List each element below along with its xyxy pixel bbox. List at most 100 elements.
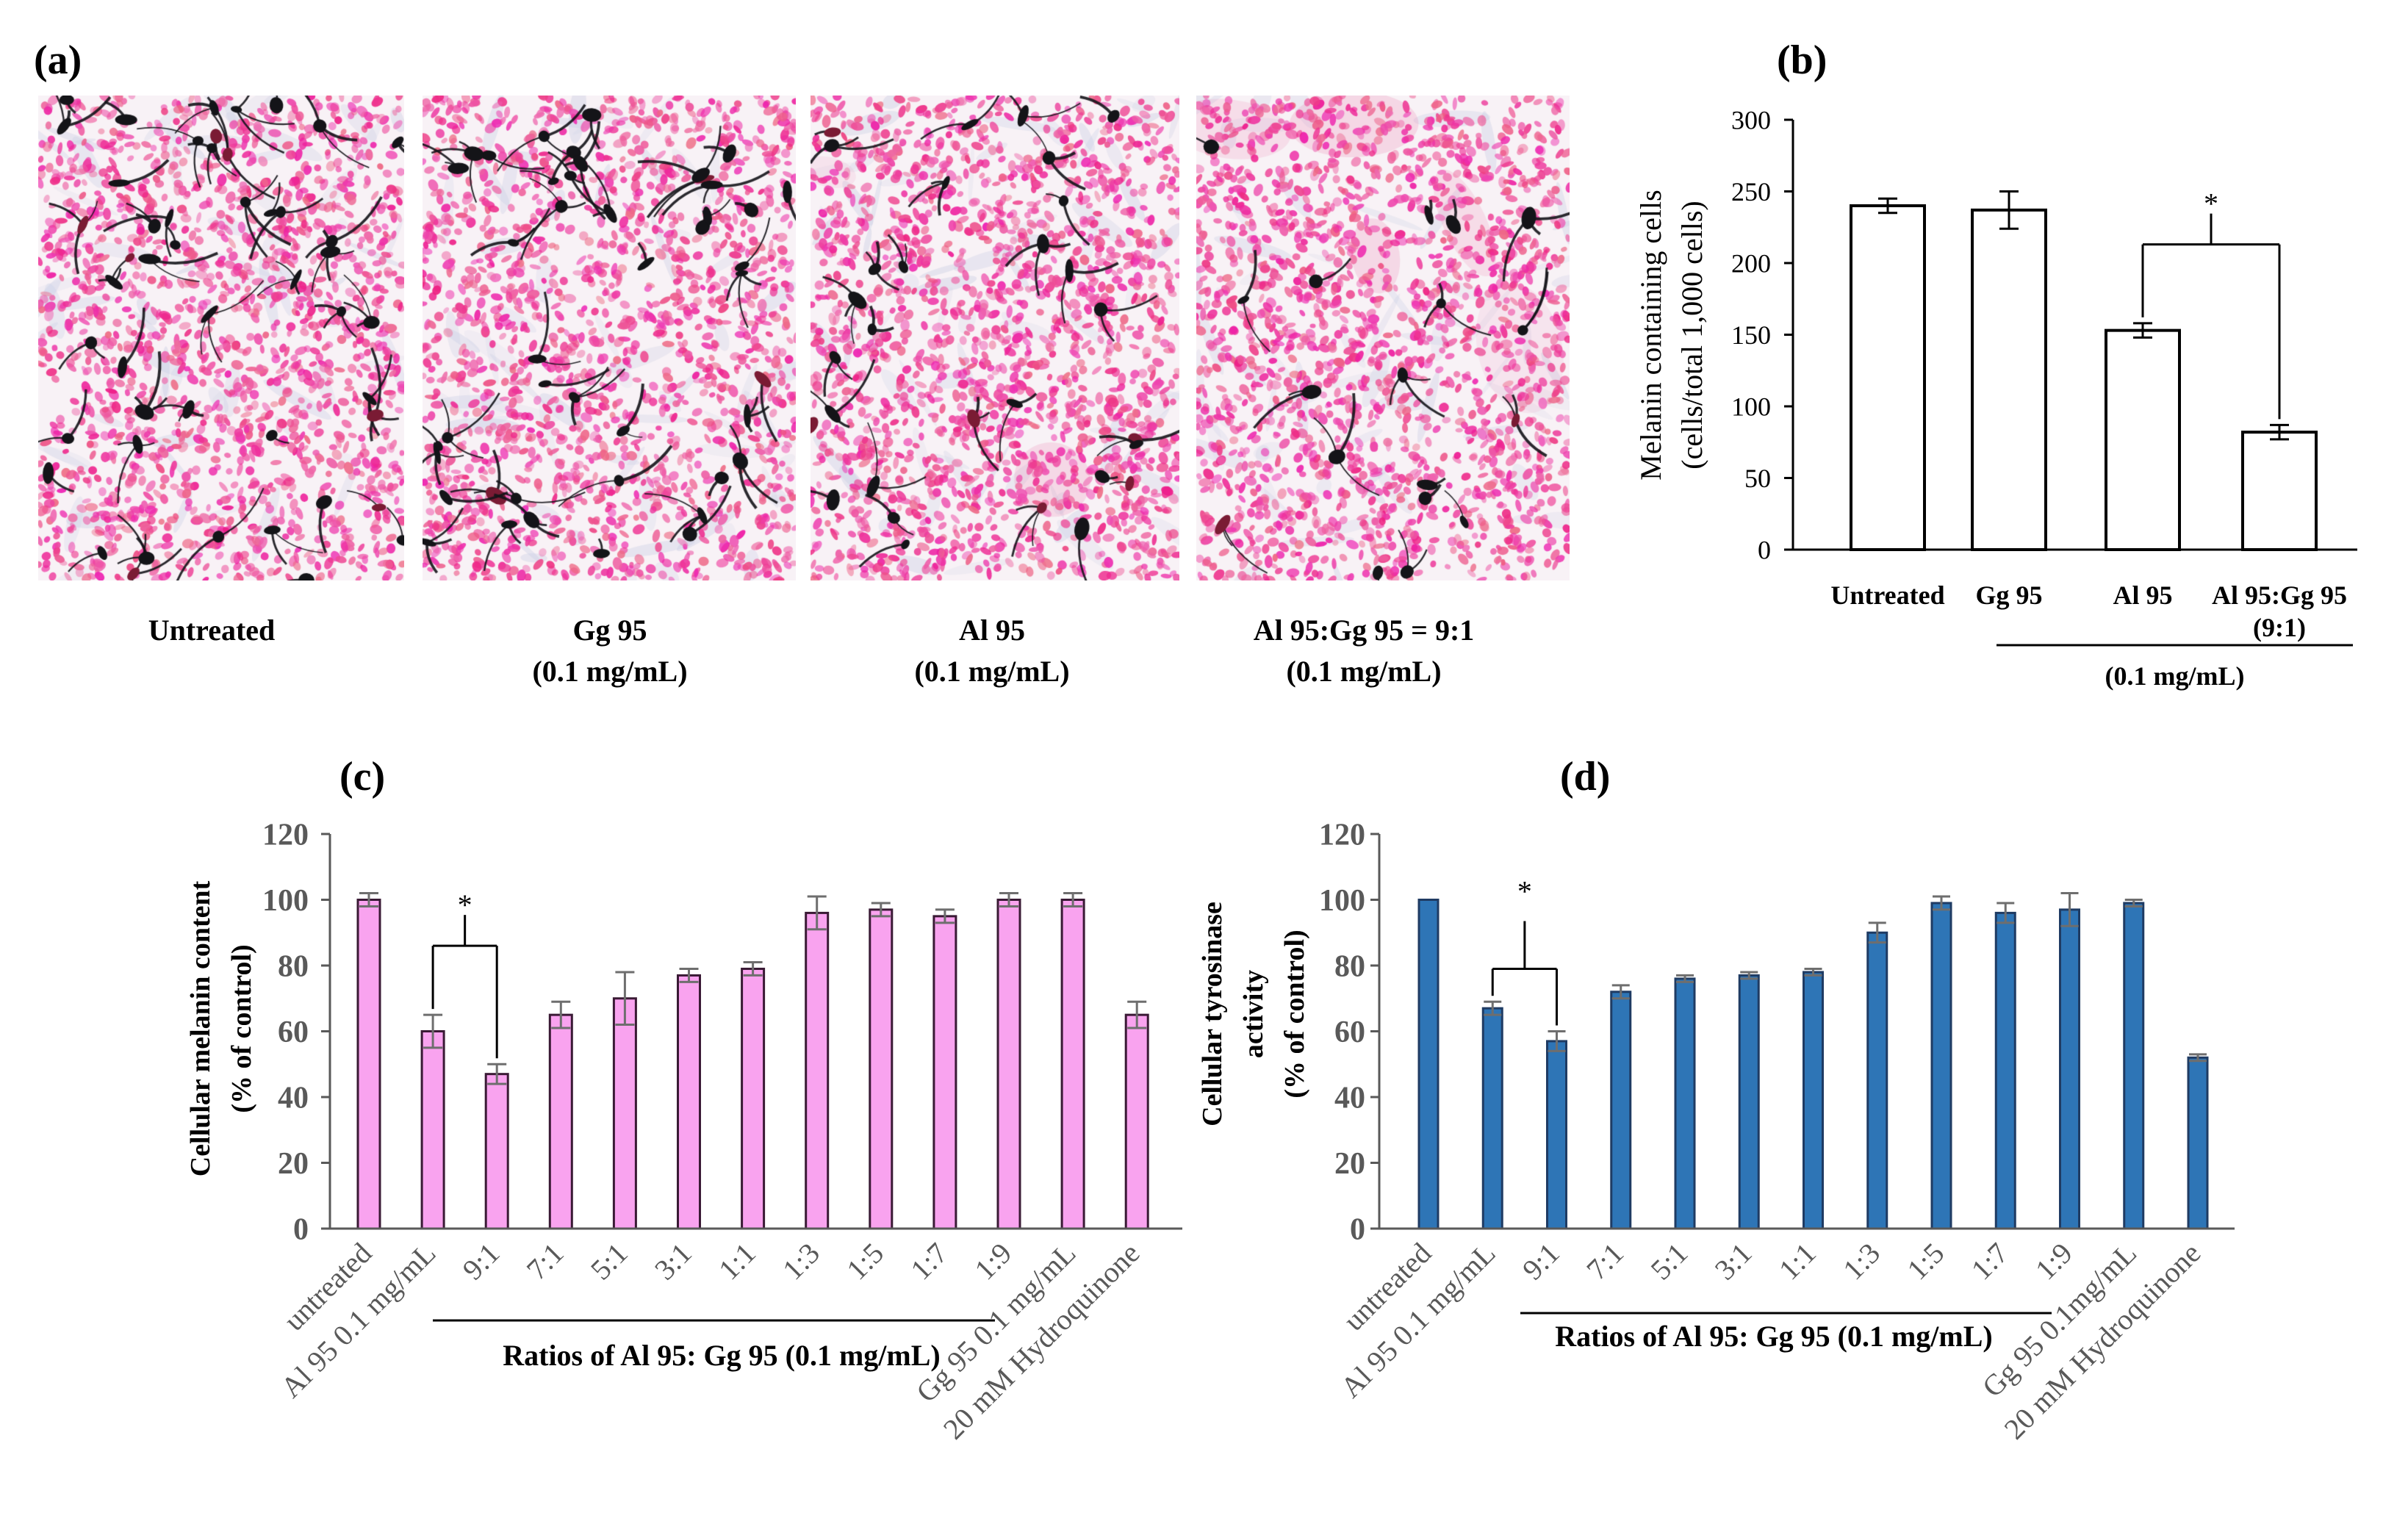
micrograph-al95-gg95-9-1-image	[1196, 96, 1570, 580]
caption-gg95-concentration: (0.1 mg/mL)	[532, 655, 687, 688]
bar-1-5	[1930, 902, 1952, 1230]
y-axis-label-line-1: Cellular tyrosinase	[1197, 902, 1228, 1126]
y-tick-label: 60	[1334, 1015, 1365, 1049]
x-tick-label-9-1: 9:1	[1516, 1237, 1566, 1287]
y-tick-label: 80	[278, 950, 309, 984]
panel-c-label: (c)	[339, 754, 385, 799]
caption-al95-concentration: (0.1 mg/mL)	[914, 655, 1069, 688]
x-tick-label-1-5: 1:5	[840, 1237, 890, 1287]
x-tick-sublabel-al-95-gg-95: (9:1)	[2253, 613, 2306, 642]
y-tick-label: 20	[278, 1147, 309, 1181]
x-axis-label: Ratios of Al 95: Gg 95 (0.1 mg/mL)	[503, 1339, 941, 1372]
y-tick-label: 100	[1319, 884, 1365, 918]
group-label: (0.1 mg/mL)	[2105, 661, 2245, 691]
bar-gg-95-0-1mg-ml	[2123, 902, 2145, 1230]
bar-1-5	[869, 908, 894, 1230]
x-tick-label-3-1: 3:1	[1708, 1237, 1758, 1287]
y-tick-label: 200	[1731, 249, 1771, 278]
bar-5-1	[612, 997, 637, 1230]
x-tick-label-al-95-gg-95: Al 95:Gg 95	[2212, 580, 2347, 610]
x-tick-label-7-1: 7:1	[1580, 1237, 1630, 1287]
micrograph-untreated	[38, 96, 404, 580]
y-tick-label: 20	[1334, 1147, 1365, 1181]
y-axis-label-line-2: (cells/total 1,000 cells)	[1675, 201, 1708, 469]
y-tick-label: 60	[278, 1015, 309, 1049]
bar-20-mm-hydroquinone	[2187, 1056, 2209, 1230]
y-tick-label: 40	[1334, 1082, 1365, 1115]
panel-a: (a) Untreated Gg 95 (0.1 mg/mL) Al 95 (0…	[34, 37, 1474, 688]
bar-untreated	[1850, 204, 1926, 551]
y-tick-label: 300	[1731, 106, 1771, 135]
bar-gg-95-0-1-mg-ml	[1060, 899, 1085, 1230]
bar-9-1	[484, 1073, 509, 1230]
bar-1-7	[1994, 911, 2016, 1230]
y-tick-label: 120	[262, 819, 309, 852]
y-tick-label: 80	[1334, 950, 1365, 984]
y-tick-label: 0	[1758, 536, 1771, 565]
bar-3-1	[1738, 974, 1760, 1230]
bar-3-1	[677, 974, 701, 1230]
bar-1-7	[932, 915, 957, 1230]
micrograph-gg95	[423, 96, 796, 580]
y-tick-label: 250	[1731, 177, 1771, 206]
bar-7-1	[548, 1013, 573, 1230]
x-tick-label-1-1: 1:1	[712, 1237, 762, 1287]
x-axis-label: Ratios of Al 95: Gg 95 (0.1 mg/mL)	[1555, 1320, 1993, 1353]
x-tick-label-1-7: 1:7	[1965, 1237, 2015, 1287]
micrograph-untreated-image	[38, 96, 404, 580]
significance-asterisk: *	[458, 888, 472, 921]
x-tick-label-7-1: 7:1	[520, 1237, 570, 1287]
micrograph-gg95-image	[423, 96, 796, 580]
x-tick-label-untreated: Untreated	[1830, 580, 1944, 610]
x-tick-label-al-95: Al 95	[2113, 580, 2173, 610]
x-tick-label-1-5: 1:5	[1900, 1237, 1950, 1287]
x-tick-label-1-1: 1:1	[1772, 1237, 1822, 1287]
x-tick-label-1-7: 1:7	[904, 1237, 954, 1287]
bar-20-mm-hydroquinone	[1124, 1013, 1149, 1230]
x-tick-label-9-1: 9:1	[456, 1237, 506, 1287]
bar-1-9	[996, 899, 1021, 1230]
x-tick-label-5-1: 5:1	[1644, 1237, 1694, 1287]
bar-al-95	[2105, 328, 2181, 551]
panel-b-chart: (b) 0 50 100 150 200 250 300 Untreated Gg 95 Al 9…	[1634, 37, 2357, 691]
bar-al-95-0-1-mg-ml	[420, 1030, 445, 1230]
y-axis-label-line-2: activity	[1238, 970, 1269, 1058]
panel-a-label: (a)	[34, 37, 82, 83]
bar-5-1	[1674, 977, 1696, 1230]
y-tick-label: 120	[1319, 819, 1365, 852]
bar-1-3	[1866, 931, 1888, 1230]
micrograph-al95-image	[811, 96, 1179, 580]
y-tick-label: 100	[262, 884, 309, 918]
micrograph-al95	[811, 96, 1179, 580]
micrograph-al95-gg95-9-1	[1196, 96, 1570, 580]
caption-gg95: Gg 95	[572, 614, 647, 647]
y-tick-label: 0	[293, 1213, 309, 1247]
bar-al-95-gg-95	[2241, 431, 2318, 551]
bar-1-1	[1803, 971, 1824, 1230]
y-axis-label-line-1: Cellular melanin content	[185, 880, 216, 1176]
bar-1-3	[805, 911, 830, 1230]
x-tick-label-5-1: 5:1	[584, 1237, 634, 1287]
y-tick-label: 0	[1350, 1213, 1365, 1247]
panel-b-label: (b)	[1777, 37, 1827, 83]
bar-7-1	[1610, 991, 1632, 1230]
significance-asterisk: *	[2204, 187, 2218, 220]
bar-1-1	[741, 967, 766, 1230]
caption-al95-gg95-concentration: (0.1 mg/mL)	[1286, 655, 1441, 688]
bar-untreated	[1417, 899, 1440, 1230]
y-tick-label: 150	[1731, 320, 1771, 350]
bar-gg-95	[1971, 208, 2047, 551]
caption-untreated: Untreated	[148, 614, 276, 647]
panel-d-label: (d)	[1560, 754, 1610, 799]
y-tick-label: 40	[278, 1082, 309, 1115]
y-axis-label-line-1: Melanin containing cells	[1634, 190, 1667, 480]
bar-9-1	[1546, 1040, 1567, 1230]
x-tick-label-1-3: 1:3	[1836, 1237, 1886, 1287]
x-tick-label-1-9: 1:9	[2029, 1237, 2079, 1287]
y-tick-label: 50	[1744, 464, 1771, 493]
caption-al95-gg95-ratio: Al 95:Gg 95 = 9:1	[1254, 614, 1475, 647]
y-axis-label-line-3: (% of control)	[1279, 930, 1310, 1098]
